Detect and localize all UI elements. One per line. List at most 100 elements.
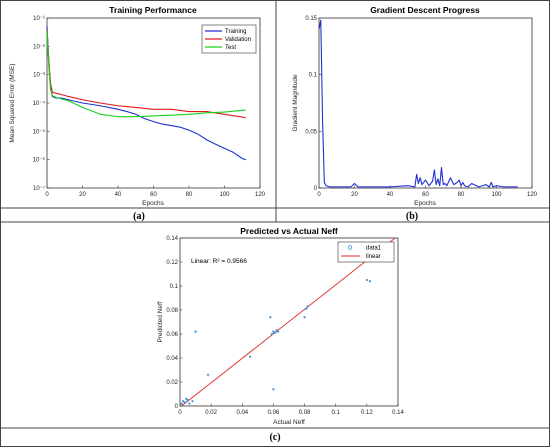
y-tick-label: 10⁻³ <box>33 73 45 79</box>
x-tick-label: 20 <box>79 192 86 198</box>
y-tick-label: 10⁻⁵ <box>33 128 46 135</box>
y-tick-label: 10⁻⁴ <box>33 100 46 107</box>
y-tick-label: 0 <box>175 404 179 410</box>
plot-area <box>318 17 533 189</box>
series-line <box>318 19 518 188</box>
x-tick-label: 80 <box>186 192 193 198</box>
y-tick-label: 10⁻¹ <box>33 16 45 22</box>
data-point <box>248 355 252 358</box>
y-tick-label: 0 <box>314 186 318 192</box>
data-point <box>272 388 275 391</box>
legend-swatch-data1 <box>347 245 353 250</box>
data-point <box>194 330 197 333</box>
data-point <box>269 316 272 319</box>
x-tick-label: 0.12 <box>361 410 373 416</box>
data-point <box>277 330 280 333</box>
series-line-training <box>46 26 246 161</box>
series-line-validation <box>46 29 246 119</box>
y-tick-label: 10⁻² <box>33 44 45 50</box>
x-tick-label: 0 <box>178 410 182 416</box>
data-point <box>303 316 306 319</box>
data-point <box>185 397 188 400</box>
training-performance-chart: Training Performance Epochs Mean Squared… <box>9 5 266 207</box>
y-tick-label: 10⁻⁷ <box>33 185 45 192</box>
legend: data1 linear <box>337 241 395 263</box>
x-tick-label: 60 <box>150 192 157 198</box>
data-point <box>182 400 185 403</box>
x-axis-label: Epochs <box>414 200 436 207</box>
y-tick-label: 0.15 <box>305 16 317 22</box>
x-tick-label: 0.02 <box>205 410 217 416</box>
y-axis-label: Gradient Magnitude <box>292 74 299 131</box>
data-point <box>368 280 372 283</box>
x-tick-label: 0.08 <box>299 410 311 416</box>
y-ticks: 0 0.05 0.1 0.15 <box>305 16 322 192</box>
x-tick-label: 100 <box>491 192 502 198</box>
data-point <box>275 329 278 332</box>
series-lines <box>46 26 246 161</box>
y-tick-label: 0.12 <box>166 260 178 266</box>
y-axis-label: Mean Squared Error (MSE) <box>9 63 16 142</box>
caption-a: (a) <box>133 211 145 222</box>
x-tick-label: 80 <box>458 192 465 198</box>
y-tick-label: 0.05 <box>305 129 317 135</box>
x-axis-label: Epochs <box>142 200 164 207</box>
y-tick-label: 0.06 <box>166 332 178 338</box>
legend-data1: data1 <box>366 246 382 252</box>
data-point <box>270 332 273 336</box>
data-point <box>183 401 186 404</box>
data-point <box>206 373 210 376</box>
data-point <box>306 305 309 308</box>
legend-test: Test <box>225 45 236 51</box>
y-tick-label: 10⁻⁶ <box>33 157 46 164</box>
x-ticks: 0 20 40 60 80 100 120 <box>45 185 266 198</box>
x-tick-label: 100 <box>219 192 230 198</box>
x-tick-label: 120 <box>255 192 266 198</box>
x-axis-label: Actual Neff <box>273 419 305 426</box>
x-tick-label: 20 <box>351 192 358 198</box>
x-tick-label: 0.06 <box>268 410 280 416</box>
gradient-descent-chart: Gradient Descent Progress Epochs Gradien… <box>292 5 538 207</box>
data-point <box>191 400 194 403</box>
x-tick-label: 60 <box>422 192 429 198</box>
legend-training: Training <box>225 29 246 35</box>
x-tick-label: 0.04 <box>236 410 248 416</box>
series-line-test <box>46 30 246 118</box>
x-tick-label: 0 <box>317 192 321 198</box>
x-ticks: 0 0.02 0.04 0.06 0.08 0.1 0.12 0.14 <box>178 403 404 416</box>
x-tick-label: 120 <box>527 192 538 198</box>
data-point <box>365 278 368 282</box>
y-tick-label: 0.14 <box>166 236 178 242</box>
y-tick-label: 0.08 <box>166 308 178 314</box>
x-tick-label: 40 <box>387 192 394 198</box>
data-point <box>188 402 191 405</box>
legend-validation: Validation <box>225 37 251 43</box>
y-tick-label: 0.1 <box>309 73 318 79</box>
chart-title: Gradient Descent Progress <box>370 5 480 15</box>
x-tick-label: 0.14 <box>392 410 404 416</box>
fit-annotation: Linear: R² = 0.9566 <box>191 258 247 265</box>
x-tick-label: 40 <box>115 192 122 198</box>
data-point <box>272 330 275 333</box>
chart-title: Training Performance <box>109 5 197 15</box>
fit-line-layer <box>181 237 396 407</box>
y-tick-label: 0.02 <box>166 380 178 386</box>
scatter-points <box>180 278 372 405</box>
data-point <box>186 398 189 402</box>
data-point <box>180 402 183 405</box>
x-tick-label: 0.1 <box>332 410 341 416</box>
legend: Training Validation Test <box>201 24 257 54</box>
y-axis-label: Predicted Neff <box>157 301 164 342</box>
y-ticks: 10⁻⁷ 10⁻⁶ 10⁻⁵ 10⁻⁴ 10⁻³ 10⁻² 10⁻¹ <box>33 16 50 192</box>
x-tick-label: 0 <box>45 192 49 198</box>
chart-title: Predicted vs Actual Neff <box>240 226 338 236</box>
series-linear <box>181 237 396 407</box>
caption-b: (b) <box>406 211 418 222</box>
legend-linear: linear <box>366 254 381 260</box>
y-tick-label: 0.1 <box>170 284 179 290</box>
data-point <box>273 331 277 334</box>
y-tick-label: 0.04 <box>166 356 178 362</box>
data-point <box>305 307 308 310</box>
predicted-vs-actual-chart: Predicted vs Actual Neff Actual Neff Pre… <box>157 226 404 426</box>
